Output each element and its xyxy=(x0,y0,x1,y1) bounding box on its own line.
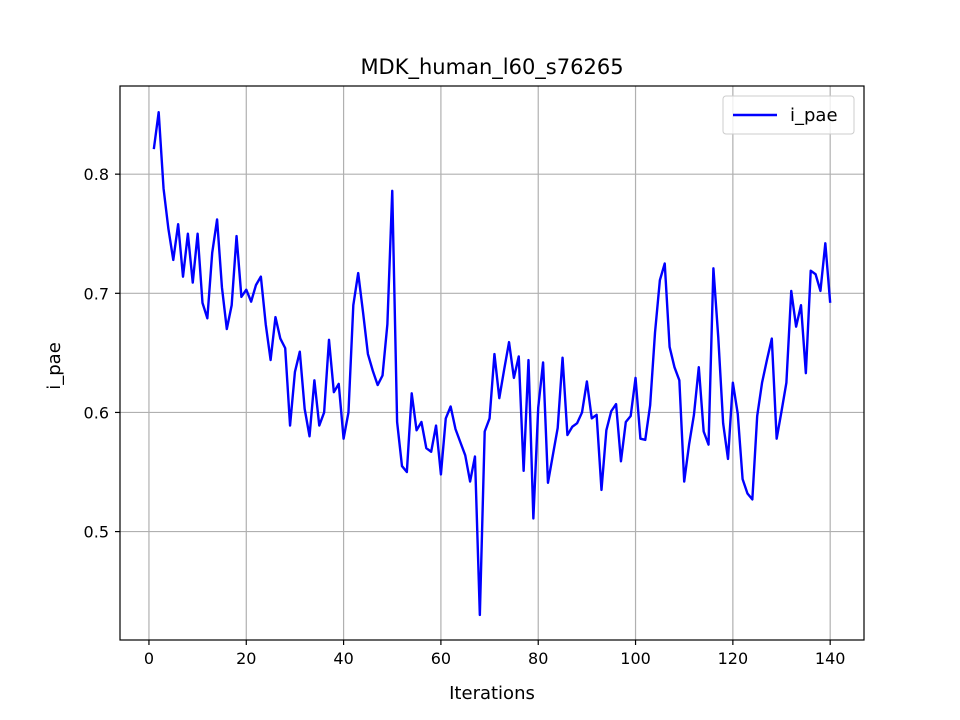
y-tick-label: 0.5 xyxy=(84,523,109,542)
chart-title: MDK_human_l60_s76265 xyxy=(360,55,623,80)
x-tick-label: 20 xyxy=(236,649,256,668)
x-tick-label: 40 xyxy=(333,649,353,668)
legend-box xyxy=(722,95,855,135)
plot-area-frame xyxy=(119,85,865,641)
y-tick-label: 0.8 xyxy=(84,165,109,184)
grid-layer xyxy=(120,86,864,640)
x-tick-label: 60 xyxy=(431,649,451,668)
series-layer xyxy=(152,111,832,617)
y-tick-label: 0.6 xyxy=(84,403,109,422)
x-tick-label: 140 xyxy=(815,649,846,668)
x-tick-label: 100 xyxy=(620,649,651,668)
tick-layer: 0 20 40 60 80 100 120 140 0.5 0.6 0.7 0.8 xyxy=(84,165,846,668)
x-tick-label: 80 xyxy=(528,649,548,668)
y-tick-label: 0.7 xyxy=(84,284,109,303)
x-tick-label: 0 xyxy=(144,649,154,668)
x-axis-label: Iterations xyxy=(449,683,535,704)
legend: i_pae xyxy=(722,95,855,135)
legend-label-i-pae: i_pae xyxy=(790,105,838,126)
series-line-i-pae xyxy=(152,111,832,617)
x-tick-label: 120 xyxy=(718,649,749,668)
y-axis-label: i_pae xyxy=(44,342,65,390)
